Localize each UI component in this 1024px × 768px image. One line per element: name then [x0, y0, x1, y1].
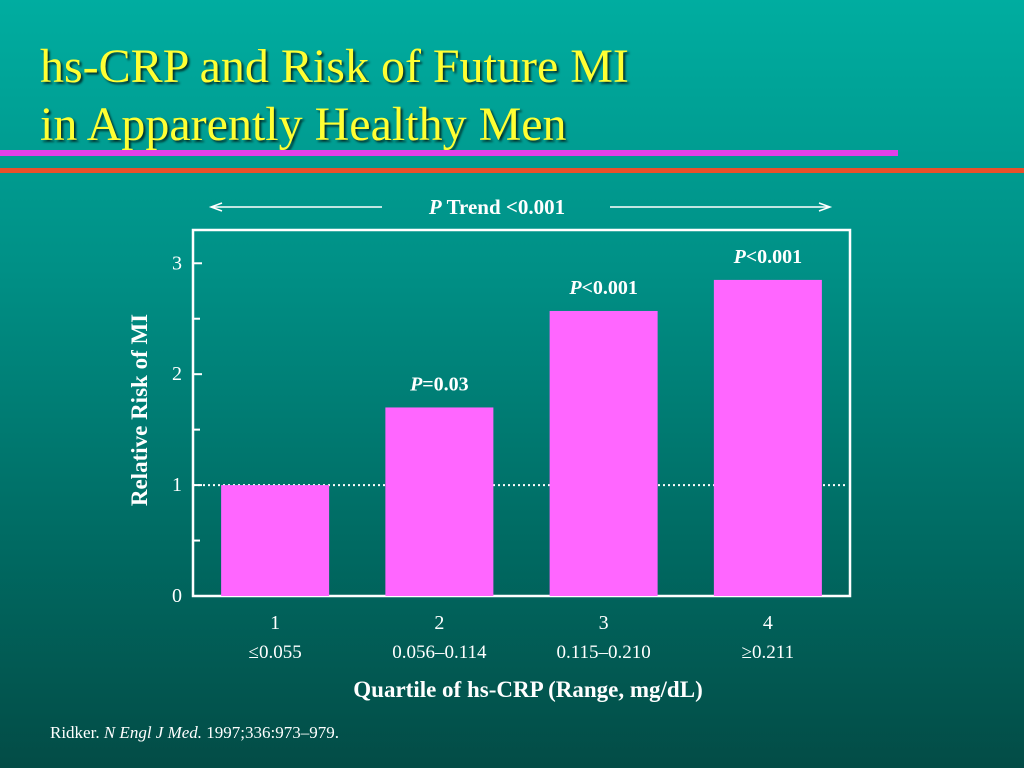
bar	[385, 407, 494, 596]
y-axis-title: Relative Risk of MI	[127, 314, 152, 506]
citation-author: Ridker.	[50, 723, 104, 742]
p-symbol: P	[733, 246, 747, 268]
trend-p-symbol: P	[428, 195, 442, 219]
title-line-1: hs-CRP and Risk of Future MI	[40, 40, 629, 93]
trend-label: P Trend <0.001	[428, 195, 565, 219]
bar	[713, 279, 822, 596]
x-axis-title: Quartile of hs-CRP (Range, mg/dL)	[353, 677, 702, 702]
plot-frame	[191, 228, 852, 598]
x-range-label: ≥0.211	[742, 642, 794, 663]
p-value: =0.03	[422, 373, 468, 395]
x-tick-label: 2	[434, 612, 444, 634]
slide-title: hs-CRP and Risk of Future MI in Apparent…	[40, 38, 629, 154]
trend-arrowhead-left	[208, 202, 223, 212]
y-tick-label: 1	[172, 474, 182, 496]
x-range-label: ≤0.055	[249, 642, 302, 663]
trend-arrowhead-right	[818, 202, 833, 212]
bar	[221, 485, 330, 596]
x-tick-label: 1	[270, 612, 280, 634]
y-tick-label: 2	[172, 363, 182, 385]
citation: Ridker. N Engl J Med. 1997;336:973–979.	[50, 723, 339, 743]
p-value-label: P<0.001	[733, 246, 803, 268]
p-value: <0.001	[746, 246, 802, 268]
x-range-label: 0.056–0.114	[392, 642, 487, 663]
citation-journal: N Engl J Med.	[103, 723, 203, 742]
title-rule-red	[0, 168, 1024, 173]
p-value-label: P=0.03	[409, 373, 469, 395]
citation-details: 1997;336:973–979.	[202, 723, 339, 742]
title-rule-magenta	[0, 150, 898, 156]
trend-value: Trend <0.001	[442, 195, 565, 219]
bar	[549, 310, 658, 596]
p-symbol: P	[568, 277, 582, 299]
x-range-label: 0.115–0.210	[556, 642, 650, 663]
y-tick-label: 3	[172, 252, 182, 274]
x-tick-label: 4	[763, 612, 773, 634]
p-value: <0.001	[582, 277, 638, 299]
p-symbol: P	[409, 373, 423, 395]
title-line-2: in Apparently Healthy Men	[40, 98, 567, 151]
p-value-label: P<0.001	[568, 277, 638, 299]
x-tick-label: 3	[599, 612, 609, 634]
y-tick-label: 0	[172, 585, 182, 607]
